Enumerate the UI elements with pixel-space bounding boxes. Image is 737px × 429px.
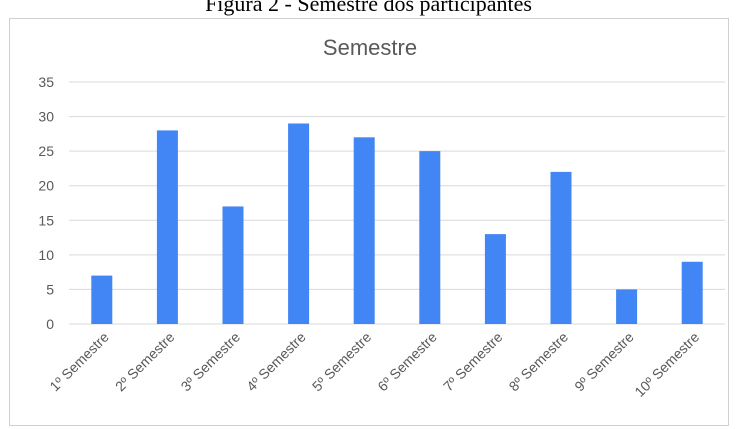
bars <box>91 123 703 324</box>
x-tick-label: 1º Semestre <box>46 329 112 395</box>
bar-10 <box>681 261 703 324</box>
figure-caption: Figura 2 - Semestre dos participantes <box>205 0 532 16</box>
bar-5 <box>353 137 375 324</box>
bar-1 <box>91 275 113 324</box>
chart-title: Semestre <box>323 35 417 60</box>
chart-frame: Semestre 0 5 10 15 20 25 30 35 1º Semestre 2º Se… <box>9 18 729 426</box>
bar-3 <box>222 206 244 324</box>
y-axis-ticks: 0 5 10 15 20 25 30 35 <box>38 74 54 332</box>
y-tick-label: 30 <box>38 109 54 125</box>
bar-8 <box>550 171 572 324</box>
y-tick-label: 20 <box>38 178 54 194</box>
y-tick-label: 5 <box>46 281 54 297</box>
y-tick-label: 10 <box>38 247 54 263</box>
x-tick-label: 4º Semestre <box>243 329 309 395</box>
x-tick-label: 8º Semestre <box>506 329 572 395</box>
x-tick-label: 5º Semestre <box>309 329 375 395</box>
bar-4 <box>288 123 310 324</box>
bar-2 <box>156 130 178 324</box>
x-tick-label: 9º Semestre <box>571 329 637 395</box>
bar-6 <box>419 151 441 324</box>
y-tick-label: 25 <box>38 143 54 159</box>
y-tick-label: 15 <box>38 212 54 228</box>
x-tick-label: 7º Semestre <box>440 329 506 395</box>
y-tick-label: 0 <box>46 316 54 332</box>
x-tick-label: 10º Semestre <box>631 329 702 400</box>
x-tick-label: 3º Semestre <box>178 329 244 395</box>
x-axis-ticks: 1º Semestre 2º Semestre 3º Semestre 4º Seme… <box>46 329 702 400</box>
bar-chart: Semestre 0 5 10 15 20 25 30 35 1º Semestre 2º Se… <box>38 35 725 400</box>
y-tick-label: 35 <box>38 74 54 90</box>
gridlines <box>69 81 725 325</box>
bar-9 <box>616 289 638 324</box>
bar-7 <box>484 234 506 324</box>
x-tick-label: 6º Semestre <box>374 329 440 395</box>
x-tick-label: 2º Semestre <box>112 329 178 395</box>
